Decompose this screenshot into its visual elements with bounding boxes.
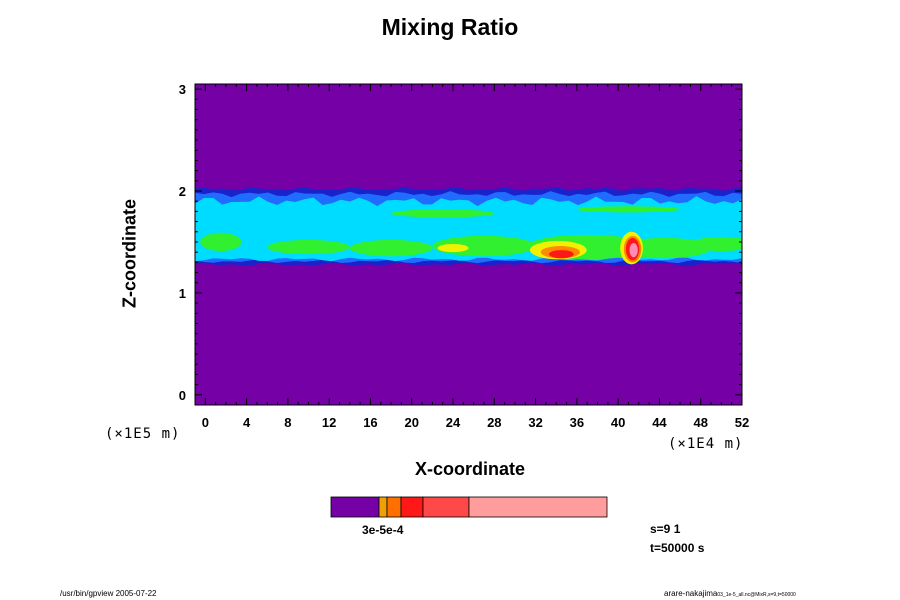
x-tick-label: 40 [611,415,625,430]
pink-region [629,242,638,258]
colorbar-segment [330,496,380,518]
y-axis-label: Z-coordinate [119,199,140,309]
colorbar [330,496,608,518]
colorbar-segment [422,496,470,518]
x-axis-label: X-coordinate [414,459,525,479]
y-axis-unit: (×1E5 m) [105,426,181,442]
x-tick-label: 20 [405,415,419,430]
x-tick-label: 8 [284,415,291,430]
y-tick-label: 2 [179,184,186,199]
green-region [267,239,350,255]
red-region [549,250,574,259]
x-tick-label: 0 [202,415,209,430]
x-axis-unit: (×1E4 m) [668,436,744,452]
footer-right: arare-nakajima03_1e-5_all.nc@MixR,s=9,t=… [664,589,796,598]
time-label: t=50000 s [650,541,705,555]
colorbar-segment [386,496,402,518]
y-tick-label: 3 [179,82,186,97]
x-tick-label: 16 [363,415,377,430]
x-tick-label: 52 [735,415,749,430]
colorbar-segment [378,496,388,518]
x-tick-label: 12 [322,415,336,430]
footer-left: /usr/bin/gpview 2005-07-22 [60,589,157,598]
x-tick-label: 24 [446,415,461,430]
x-tick-label: 48 [693,415,707,430]
plot-frame [194,83,743,406]
yellow-region [437,243,469,253]
step-label: s=9 1 [650,522,681,536]
green-region [690,236,742,252]
y-tick-label: 1 [179,286,186,301]
x-tick-label: 36 [570,415,584,430]
colorbar-segment [400,496,424,518]
footer-source: 03_1e-5_all.nc@MixR,s=9,t=50000 [717,592,796,598]
x-tick-label: 32 [528,415,542,430]
y-tick-label: 0 [179,388,186,403]
green-region [200,232,242,252]
green-region [349,239,433,257]
x-tick-label: 44 [652,415,667,430]
colorbar-labels: 3e-5e-4 [362,523,404,537]
x-tick-label: 4 [243,415,251,430]
x-tick-label: 28 [487,415,501,430]
green-region [391,209,495,218]
chart-title: Mixing Ratio [381,14,519,40]
green-region [576,206,681,213]
footer-author: arare-nakajima [664,589,718,598]
colorbar-segment [468,496,608,518]
